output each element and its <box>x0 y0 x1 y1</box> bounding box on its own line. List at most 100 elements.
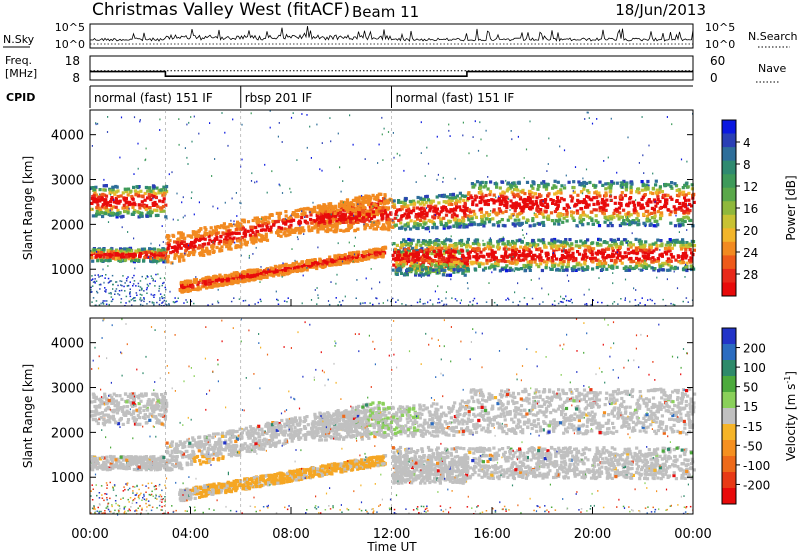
range-cell <box>431 199 435 203</box>
range-cell <box>211 250 216 254</box>
range-cell <box>455 260 459 264</box>
range-cell <box>677 260 681 264</box>
range-cell <box>508 268 512 272</box>
range-cell <box>196 285 200 289</box>
range-cell <box>594 251 598 255</box>
range-cell <box>616 214 620 218</box>
range-cell <box>456 300 458 302</box>
range-cell <box>363 223 367 227</box>
range-cell <box>379 251 383 255</box>
range-cell <box>357 219 361 223</box>
range-cell <box>380 225 385 229</box>
range-cell <box>190 283 194 287</box>
freq-line <box>90 70 693 77</box>
range-cell <box>131 304 133 306</box>
range-cell <box>289 219 293 223</box>
range-cell <box>342 259 346 264</box>
range-cell <box>560 184 564 188</box>
range-cell <box>668 259 672 263</box>
range-cell <box>539 211 543 215</box>
range-cell <box>217 284 221 288</box>
range-cell <box>104 184 108 188</box>
range-cell <box>94 214 98 218</box>
range-cell <box>121 284 123 287</box>
range-cell <box>541 238 545 242</box>
range-cell <box>688 218 692 222</box>
range-cell <box>412 267 417 271</box>
range-cell <box>482 248 486 252</box>
range-cell <box>257 224 262 228</box>
range-cell <box>98 276 100 278</box>
range-cell <box>463 258 467 262</box>
range-cell <box>503 224 507 228</box>
range-cell <box>344 207 348 211</box>
range-cell <box>334 255 338 259</box>
range-cell <box>481 262 485 266</box>
range-cell <box>241 279 245 283</box>
range-cell <box>479 181 483 185</box>
range-cell <box>360 219 364 223</box>
range-cell <box>142 205 146 209</box>
range-cell <box>650 216 654 220</box>
range-cell <box>125 295 128 298</box>
range-cell <box>482 242 486 247</box>
range-cell <box>318 259 322 263</box>
range-cell <box>437 212 441 216</box>
range-cell <box>671 239 675 243</box>
range-cell <box>395 243 399 247</box>
range-cell <box>370 205 374 209</box>
range-cell <box>105 255 110 260</box>
range-cell <box>381 246 385 250</box>
range-cell <box>484 217 488 221</box>
range-cell <box>625 185 629 189</box>
range-cell <box>457 261 461 266</box>
range-cell <box>553 179 557 183</box>
range-cell <box>193 249 197 253</box>
range-cell <box>359 201 363 205</box>
range-cell <box>310 208 314 212</box>
range-cell <box>141 294 143 296</box>
range-cell <box>129 292 131 294</box>
range-cell <box>588 216 592 220</box>
range-cell <box>408 249 412 253</box>
range-cell <box>283 268 287 272</box>
range-cell <box>300 207 304 211</box>
range-cell <box>461 271 465 275</box>
range-cell <box>641 182 645 186</box>
range-cell <box>540 181 544 185</box>
range-cell <box>642 245 646 249</box>
range-cell <box>196 234 200 238</box>
range-cell <box>462 222 466 227</box>
range-cell <box>482 224 486 228</box>
range-cell <box>228 232 232 236</box>
range-cell <box>624 188 628 192</box>
range-cell <box>459 208 463 212</box>
range-cell <box>274 269 278 274</box>
range-cell <box>311 265 315 269</box>
range-cell <box>430 219 434 223</box>
range-cell <box>418 249 422 253</box>
range-cell <box>370 250 374 254</box>
range-cell <box>95 197 100 201</box>
range-cell <box>144 250 148 255</box>
range-cell <box>252 236 256 240</box>
range-cell <box>322 214 326 218</box>
range-cell <box>392 263 396 267</box>
range-cell <box>96 259 100 263</box>
range-cell <box>618 251 622 255</box>
range-cell <box>667 249 671 253</box>
range-cell <box>546 182 550 186</box>
range-cell <box>509 216 513 220</box>
range-cell <box>309 217 313 222</box>
range-cell <box>453 195 458 199</box>
range-cell <box>263 221 267 226</box>
range-cell <box>104 205 108 210</box>
range-cell <box>351 255 355 259</box>
range-cell <box>450 244 454 248</box>
range-cell <box>590 249 594 253</box>
range-cell <box>358 214 362 218</box>
range-cell <box>222 282 226 286</box>
power-scatter-field <box>90 110 697 307</box>
range-cell <box>250 274 254 278</box>
range-cell <box>192 252 196 257</box>
